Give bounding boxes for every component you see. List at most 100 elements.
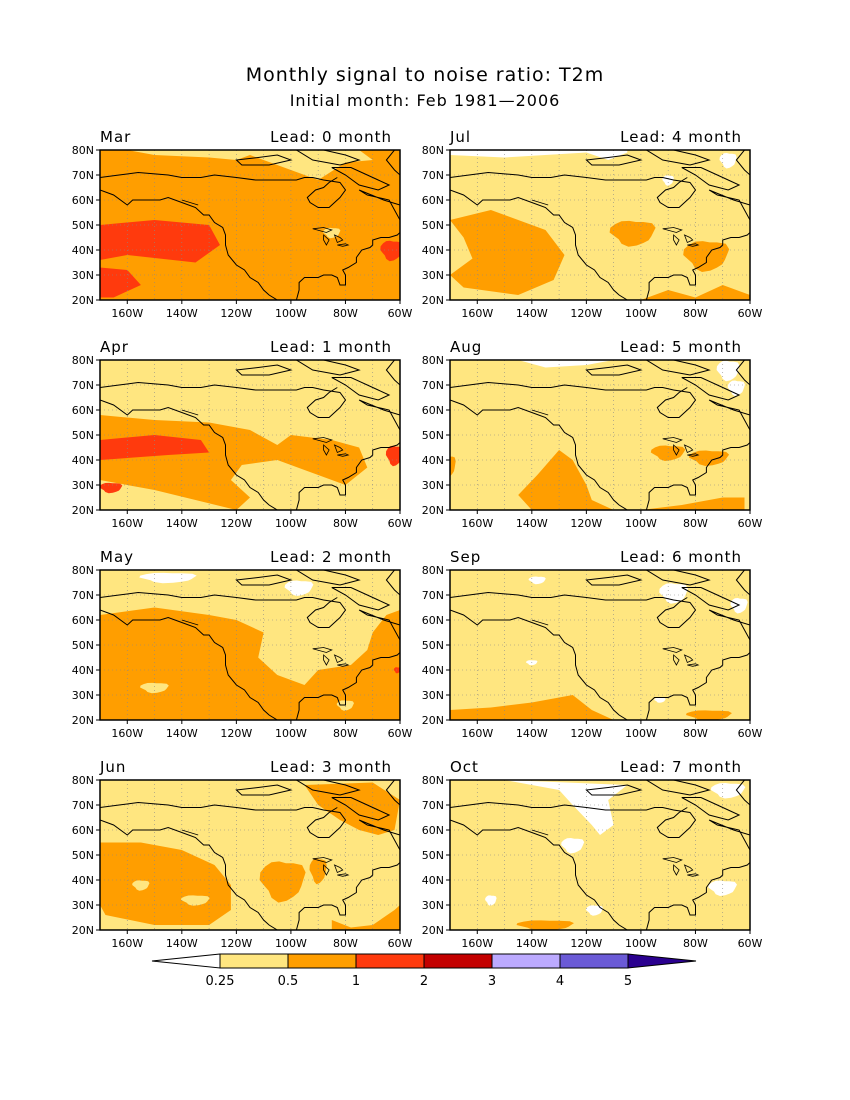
field-background [450,360,750,510]
panel-lead: Lead: 5 month [620,338,742,356]
signal-contour [719,153,737,169]
lat-tick-label: 20N [422,504,444,517]
lon-tick-label: 60W [738,517,763,530]
lat-tick-label: 50N [422,639,444,652]
signal-contour [504,780,628,835]
signal-contour [650,445,686,461]
signal-contour [561,838,585,854]
lat-tick-label: 80N [72,144,94,157]
map-panels: Mar Lead: 0 month 80N 70N 60N 50N 40N 30N 20N 160… [72,128,763,950]
figure-subtitle: Initial month: Feb 1981—2006 [290,91,561,110]
lat-tick-label: 20N [72,504,94,517]
lon-tick-label: 120W [570,307,602,320]
lon-tick-label: 100W [275,307,307,320]
lat-tick-label: 70N [422,589,444,602]
lat-tick-label: 60N [422,824,444,837]
panel-month: Jul [449,128,471,146]
signal-contour [450,150,628,160]
map-panel: Mar Lead: 0 month 80N 70N 60N 50N 40N 30N 20N 160… [72,128,413,320]
panel-lead: Lead: 2 month [270,548,392,566]
lon-tick-label: 140W [516,727,548,740]
colorbar-label: 3 [488,974,496,989]
panel-month: Jun [99,758,126,776]
signal-contour [336,700,354,711]
signal-contour [140,682,169,694]
lat-tick-label: 40N [422,454,444,467]
signal-contour [585,905,604,916]
lat-tick-label: 80N [422,774,444,787]
signal-contour [683,241,730,272]
signal-contour [100,267,141,298]
signal-contour [139,572,197,584]
lat-tick-label: 30N [422,689,444,702]
signal-contour [385,445,400,467]
lat-tick-label: 70N [72,589,94,602]
signal-contour [730,598,748,614]
map-panel: May Lead: 2 month 80N 70N 60N 50N 40N 30N 20N 160… [72,548,413,740]
field-background [450,570,750,720]
lon-tick-label: 160W [461,517,493,530]
lon-tick-label: 60W [738,307,763,320]
lon-tick-label: 120W [570,937,602,950]
lon-tick-label: 120W [570,517,602,530]
lat-tick-label: 80N [72,354,94,367]
colorbar-label: 4 [556,974,564,989]
signal-contour [100,220,220,263]
signal-contour [716,360,740,382]
signal-contour [450,456,456,476]
colorbar-label: 0.25 [206,974,235,989]
lat-tick-label: 40N [72,454,94,467]
lon-tick-label: 160W [111,307,143,320]
lat-tick-label: 60N [72,614,94,627]
lon-tick-label: 120W [570,727,602,740]
lon-tick-label: 140W [516,307,548,320]
lon-tick-label: 100W [625,307,657,320]
signal-contour [518,360,614,368]
map-panel: Oct Lead: 7 month 80N 70N 60N 50N 40N 30N 20N 160… [422,758,763,950]
lat-tick-label: 20N [422,924,444,937]
lon-tick-label: 80W [333,937,358,950]
lat-tick-label: 60N [422,404,444,417]
lat-tick-label: 70N [422,169,444,182]
signal-contour [380,240,400,262]
lon-tick-label: 60W [738,937,763,950]
lat-tick-label: 40N [72,874,94,887]
signal-contour [284,580,314,596]
colorbar-segment [287,953,357,969]
lon-tick-label: 120W [220,727,252,740]
lon-tick-label: 140W [516,517,548,530]
lat-tick-label: 20N [422,294,444,307]
lat-tick-label: 30N [422,269,444,282]
lon-tick-label: 60W [388,937,413,950]
map-panel: Sep Lead: 6 month 80N 70N 60N 50N 40N 30N 20N 160… [422,548,763,740]
lon-tick-label: 160W [461,727,493,740]
signal-contour [485,895,497,906]
lat-tick-label: 80N [72,774,94,787]
lon-tick-label: 120W [220,517,252,530]
colorbar-segment [559,953,629,969]
lon-tick-label: 60W [388,517,413,530]
panel-month: May [100,548,134,566]
signal-contour [127,150,373,180]
lat-tick-label: 50N [422,219,444,232]
lat-tick-label: 20N [422,714,444,727]
signal-contour [609,220,656,247]
lon-tick-label: 160W [461,937,493,950]
lon-tick-label: 60W [738,727,763,740]
signal-contour [640,285,750,300]
lat-tick-label: 70N [422,379,444,392]
panel-month: Oct [450,758,479,776]
signal-contour [100,435,210,460]
lon-tick-label: 80W [333,307,358,320]
lat-tick-label: 20N [72,714,94,727]
lon-tick-label: 140W [516,937,548,950]
colorbar-segment [491,953,561,969]
lon-tick-label: 80W [683,727,708,740]
lon-tick-label: 100W [275,937,307,950]
lon-tick-label: 60W [388,307,413,320]
signal-contour [528,576,546,585]
panel-lead: Lead: 1 month [270,338,392,356]
panel-lead: Lead: 4 month [620,128,742,146]
lat-tick-label: 40N [422,874,444,887]
